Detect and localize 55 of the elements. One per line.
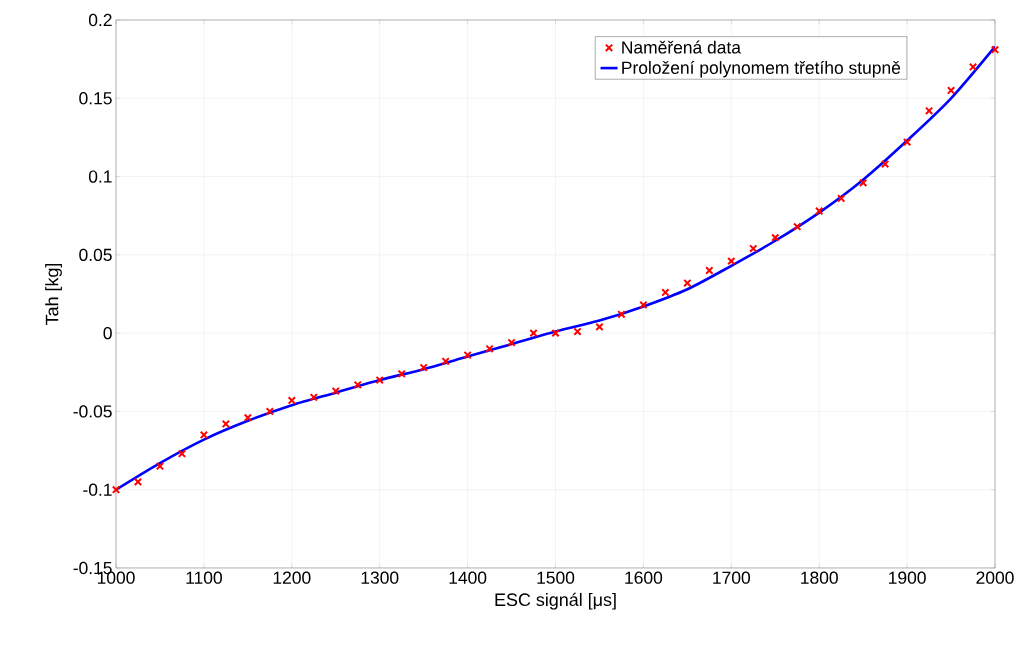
point	[397, 369, 406, 379]
x-tick-label: 1900	[889, 571, 926, 584]
point	[485, 344, 494, 353]
point	[111, 485, 121, 494]
point	[661, 288, 670, 297]
y-tick-label: 0.2	[88, 13, 112, 27]
point	[221, 419, 231, 429]
point	[880, 159, 890, 169]
point	[727, 256, 736, 266]
point	[375, 375, 384, 385]
point	[837, 194, 846, 203]
point	[924, 106, 934, 115]
x-tick-label: 1400	[449, 571, 487, 584]
y-tick-label: -0.05	[73, 405, 112, 418]
point	[419, 363, 428, 372]
point	[155, 462, 165, 471]
point	[749, 244, 758, 253]
x-tick-label: 1600	[625, 571, 663, 584]
point	[177, 449, 187, 458]
point	[507, 338, 516, 347]
x-tick-label: 1500	[537, 571, 575, 584]
x-axis-title: ESC signál [μs]	[495, 592, 616, 610]
point	[990, 45, 1000, 54]
point	[968, 62, 978, 72]
point	[683, 278, 692, 288]
x-tick-label: 1300	[361, 571, 399, 584]
point	[133, 477, 143, 487]
point	[199, 430, 209, 440]
point	[463, 350, 472, 360]
x-tick-label: 1200	[273, 571, 311, 584]
point	[573, 327, 582, 336]
point	[331, 386, 340, 396]
y-axis-title: Tah [kg]	[45, 263, 62, 325]
x-tick-label: 1700	[713, 571, 751, 584]
point	[617, 310, 626, 319]
point	[815, 206, 824, 216]
point	[441, 357, 450, 366]
y-tick-label: 0	[103, 326, 112, 340]
x-tick-label: 1800	[801, 571, 838, 584]
point	[793, 222, 802, 231]
y-tick-label: 0.05	[79, 248, 112, 262]
point	[902, 137, 912, 147]
point	[771, 233, 780, 242]
y-tick-label: 0.1	[88, 170, 112, 183]
point	[265, 407, 275, 416]
x-tick-label: 1100	[186, 571, 222, 584]
legend-label: Naměřená data	[622, 40, 741, 54]
point	[287, 396, 296, 405]
x-tick-label: 2000	[976, 571, 1014, 584]
point	[595, 322, 604, 332]
y-tick-label: 0.15	[79, 92, 112, 105]
legend-label: Proložení polynomem třetího stupně	[622, 60, 901, 78]
point	[705, 266, 714, 275]
point	[858, 178, 868, 187]
y-tick-label: -0.1	[83, 483, 112, 496]
